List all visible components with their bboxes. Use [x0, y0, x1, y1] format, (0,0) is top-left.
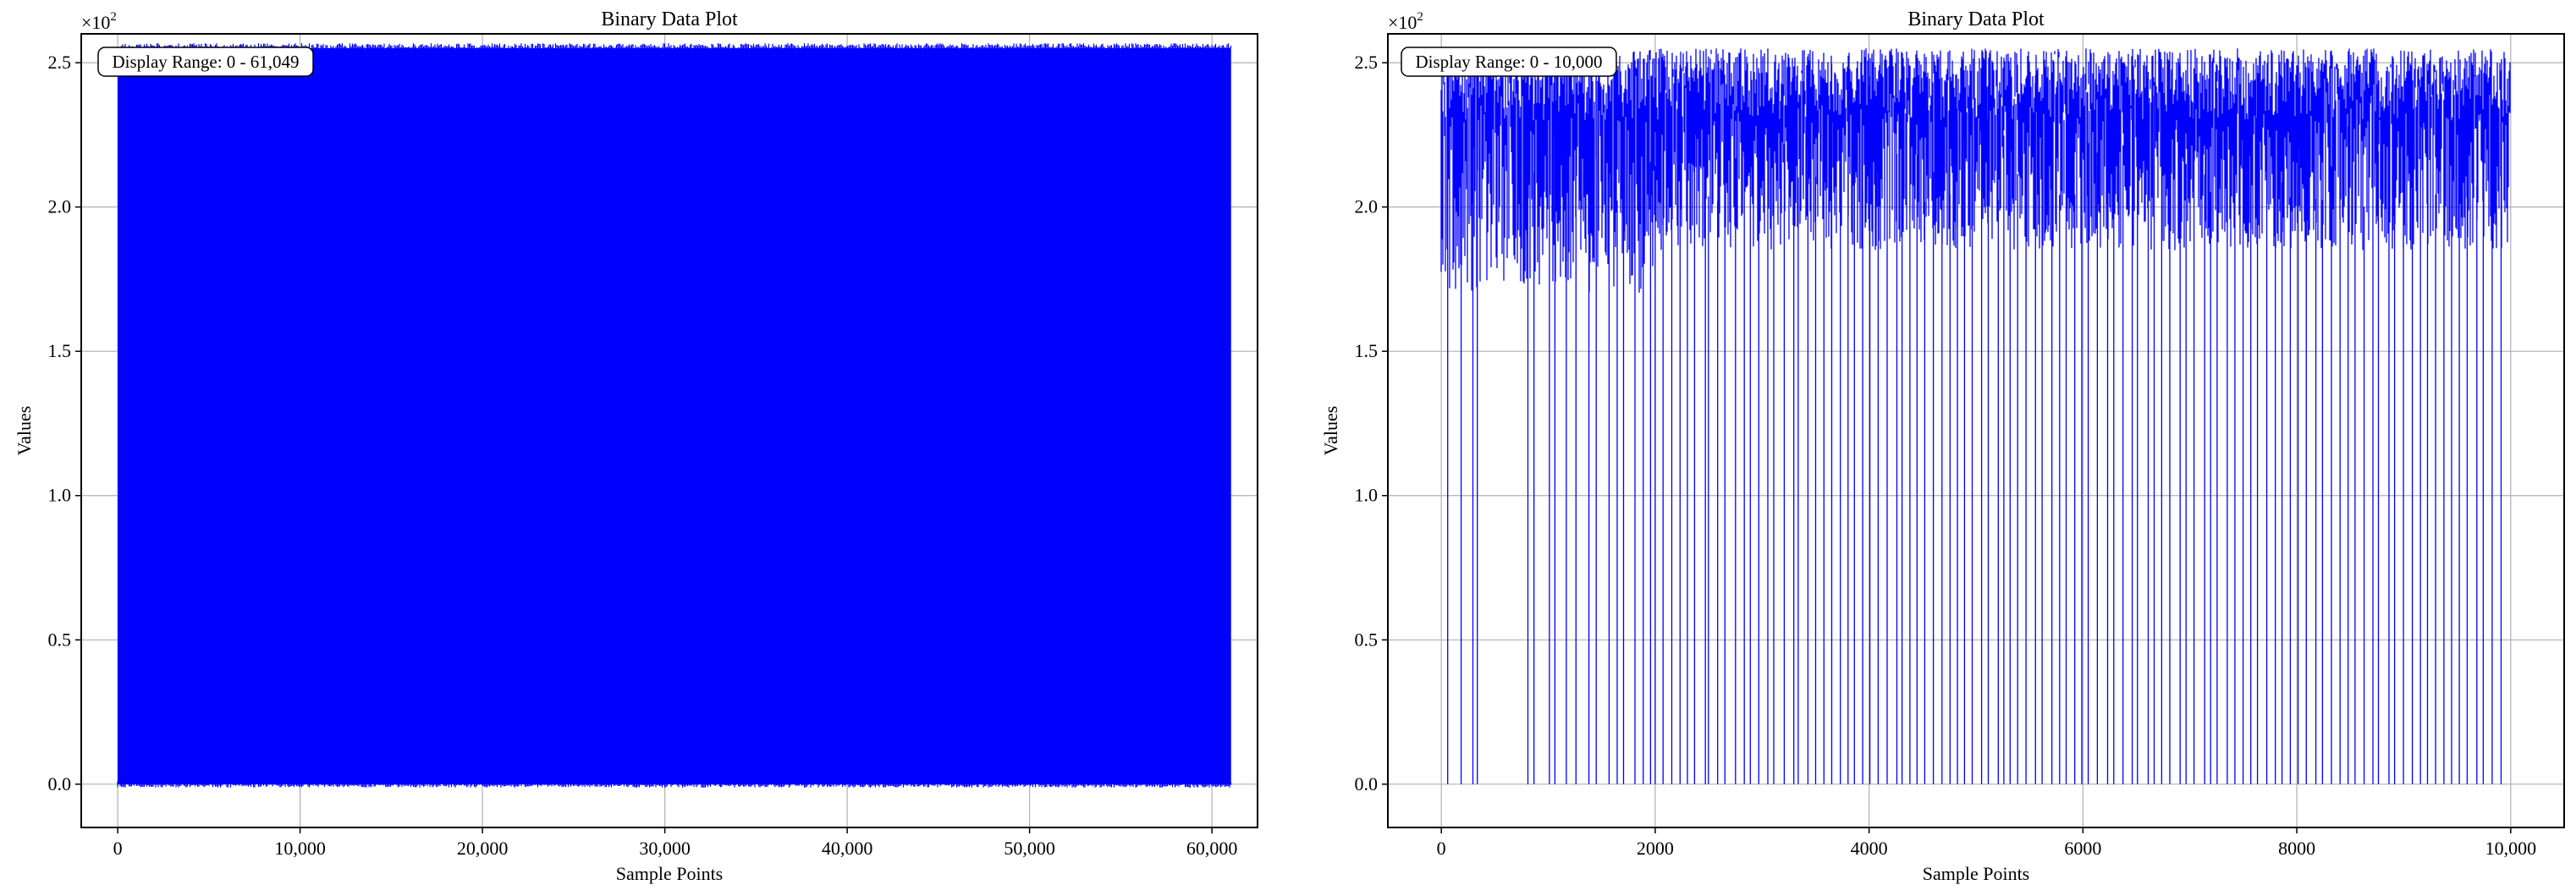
x-tick-label: 4000: [1851, 838, 1888, 859]
y-tick-label: 0.0: [48, 773, 72, 794]
annotation-box-right: [1401, 47, 1617, 77]
y-tick-label: 2.5: [1355, 52, 1379, 73]
chart-right: 0 2000 4000 6000 8000 10,000 0.0 0.5 1.0 1.5 2.0 2.…: [1320, 8, 2565, 884]
x-tick-label: 50,000: [1004, 838, 1055, 859]
x-tick-label: 0: [113, 838, 123, 859]
y-tick-label: 1.5: [1355, 340, 1379, 361]
x-tick-label: 60,000: [1186, 838, 1238, 859]
y-tick-label: 0.0: [1355, 773, 1379, 794]
chart-left: 0 10,000 20,000 30,000 40,000 50,000 60,000 0.0…: [14, 8, 1258, 884]
x-axis-label-right: Sample Points: [1923, 863, 2030, 884]
x-tick-label: 20,000: [457, 838, 509, 859]
series-left-line: [117, 43, 1232, 788]
x-tick-label: 10,000: [274, 838, 326, 859]
y-tick-label: 1.5: [48, 340, 72, 361]
x-tick-label: 8000: [2278, 838, 2315, 859]
x-axis-label-left: Sample Points: [616, 863, 724, 884]
x-tick-label: 0: [1437, 838, 1446, 859]
y-tick-label: 0.5: [1355, 629, 1379, 650]
annotation-text-left: Display Range: 0 - 61,049: [112, 52, 299, 72]
series-left-band: [118, 48, 1231, 784]
chart-title-left: Binary Data Plot: [601, 8, 738, 30]
y-tick-label: 2.5: [48, 52, 72, 73]
y-tick-label: 1.0: [48, 485, 72, 506]
y-axis-label-left: Values: [14, 406, 35, 456]
x-tick-label: 30,000: [639, 838, 691, 859]
x-tick-label: 2000: [1637, 838, 1674, 859]
x-tick-label: 10,000: [2485, 838, 2537, 859]
y-multiplier-right: ×102: [1388, 10, 1423, 33]
axes-frame-right: [1387, 33, 2565, 828]
y-multiplier-left: ×102: [81, 10, 117, 33]
y-tick-label: 2.0: [1355, 196, 1379, 217]
annotation-box-left: [97, 47, 314, 77]
y-tick-label: 0.5: [48, 629, 72, 650]
axes-frame-left: [80, 33, 1258, 828]
series-right-line: [1440, 48, 2511, 784]
annotation-text-right: Display Range: 0 - 10,000: [1415, 52, 1602, 72]
x-tick-label: 6000: [2064, 838, 2101, 859]
y-tick-label: 1.0: [1355, 485, 1379, 506]
y-axis-label-right: Values: [1320, 406, 1341, 456]
ticks-right: 0 2000 4000 6000 8000 10,000 0.0 0.5 1.0 1.5 2.0 2.…: [1355, 52, 2537, 859]
y-tick-label: 2.0: [48, 196, 72, 217]
chart-title-right: Binary Data Plot: [1907, 8, 2045, 30]
series-right-trace: [1440, 48, 2511, 784]
ticks-left: 0 10,000 20,000 30,000 40,000 50,000 60,000 0.0…: [48, 52, 1238, 859]
x-tick-label: 40,000: [822, 838, 873, 859]
